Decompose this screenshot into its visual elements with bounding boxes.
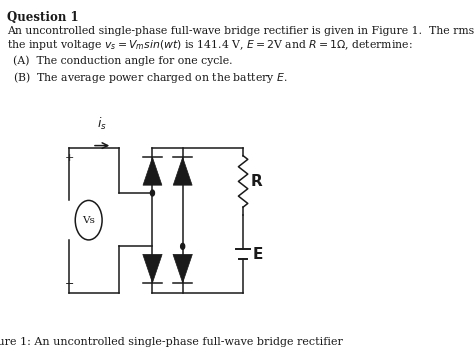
- Text: −: −: [65, 279, 74, 289]
- Text: Figure 1: An uncontrolled single-phase full-wave bridge rectifier: Figure 1: An uncontrolled single-phase f…: [0, 337, 342, 347]
- Text: +: +: [65, 153, 74, 164]
- Polygon shape: [173, 254, 192, 283]
- Text: the input voltage $v_s = V_m sin(wt)$ is 141.4 V, $E = 2$V and $R = 1\Omega$, de: the input voltage $v_s = V_m sin(wt)$ is…: [7, 38, 412, 52]
- Text: (A)  The conduction angle for one cycle.: (A) The conduction angle for one cycle.: [13, 56, 233, 66]
- Text: $\bf{E}$: $\bf{E}$: [253, 246, 264, 262]
- Polygon shape: [143, 254, 162, 283]
- Circle shape: [150, 190, 155, 196]
- Text: Question 1: Question 1: [7, 11, 78, 24]
- Text: An uncontrolled single-phase full-wave bridge rectifier is given in Figure 1.  T: An uncontrolled single-phase full-wave b…: [7, 26, 474, 36]
- Circle shape: [181, 243, 185, 249]
- Text: Vs: Vs: [82, 216, 95, 225]
- Text: $i_s$: $i_s$: [97, 116, 107, 132]
- Polygon shape: [173, 157, 192, 185]
- Text: (B)  The average power charged on the battery $E$.: (B) The average power charged on the bat…: [13, 69, 288, 85]
- Text: $\bf{R}$: $\bf{R}$: [250, 173, 263, 190]
- Polygon shape: [143, 157, 162, 185]
